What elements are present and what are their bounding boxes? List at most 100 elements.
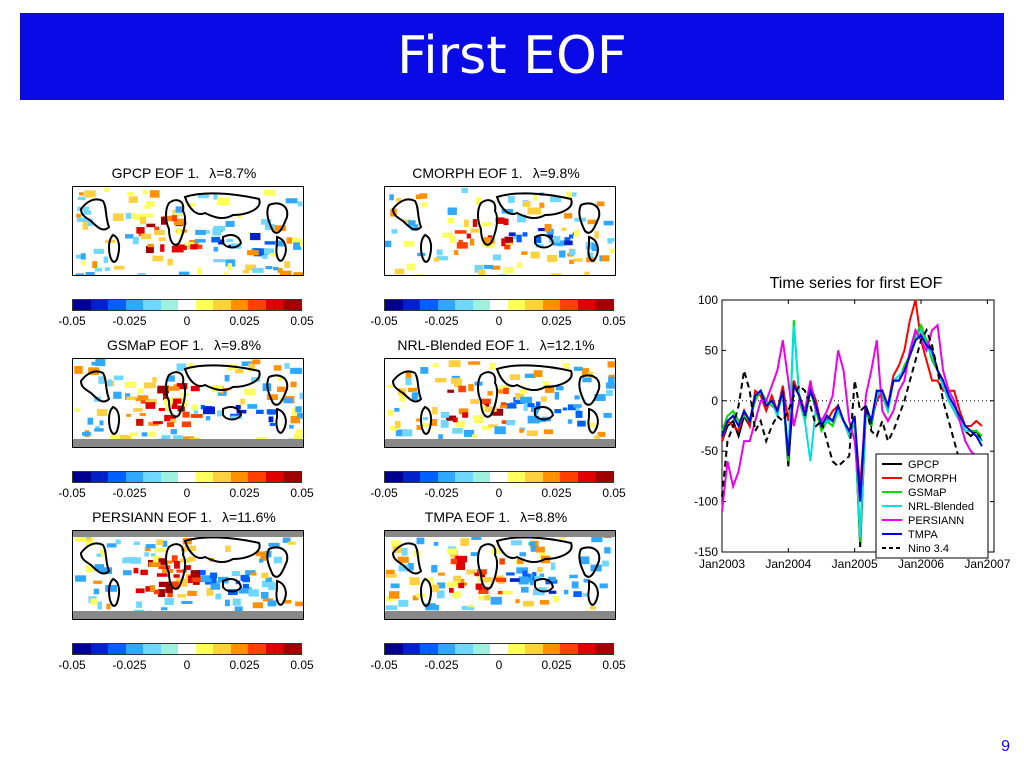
map-cell	[293, 433, 303, 441]
map-cell	[411, 392, 418, 401]
map-cell	[460, 538, 469, 546]
map-cell	[602, 560, 609, 567]
map-cell	[187, 590, 197, 597]
map-cell	[99, 549, 105, 558]
map-cell	[554, 391, 560, 400]
map-cell	[178, 271, 190, 275]
colorbar-swatch	[125, 472, 144, 482]
map-cell	[430, 419, 437, 426]
map-cell	[182, 436, 194, 442]
map-cell	[237, 213, 243, 219]
coastline	[222, 578, 243, 593]
map-cell	[265, 266, 273, 270]
map-cell	[453, 250, 459, 255]
map-cell	[213, 246, 219, 252]
map-cell	[553, 596, 559, 603]
map-cell	[591, 243, 598, 252]
map-cell	[269, 253, 279, 257]
map-cell	[83, 210, 92, 215]
map-cell	[582, 377, 592, 383]
map-cell	[235, 369, 244, 374]
map-cell	[527, 403, 535, 408]
coastline	[534, 406, 555, 421]
coastline	[419, 405, 433, 435]
colorbar-swatch	[230, 644, 249, 654]
map-cell	[521, 251, 528, 255]
map-cell	[245, 570, 256, 575]
map-cell	[481, 425, 492, 430]
map-cell	[154, 229, 165, 236]
map-cell	[436, 256, 449, 261]
map-cell	[567, 419, 573, 424]
map-cell	[472, 219, 478, 227]
coastline	[165, 543, 187, 590]
map-cell	[516, 234, 522, 243]
map-cell	[202, 230, 211, 234]
map-cell	[518, 576, 529, 585]
map-cell	[559, 250, 566, 258]
y-tick-label: -150	[694, 545, 718, 559]
map-cell	[469, 238, 475, 246]
map-cell	[474, 264, 484, 273]
map-cell	[538, 227, 545, 232]
map-cell	[232, 598, 241, 606]
coastline	[107, 577, 121, 607]
map-cell	[266, 394, 278, 400]
map-cell	[522, 232, 528, 237]
colorbar-tick-label: 0.05	[290, 314, 314, 328]
map-cell	[511, 540, 522, 546]
map-cell	[80, 253, 86, 260]
map-cell	[428, 577, 434, 585]
y-tick-label: 50	[705, 343, 719, 357]
panel-lambda: λ=12.1%	[539, 337, 595, 353]
map-cell	[139, 412, 146, 417]
colorbar-swatch	[455, 300, 473, 310]
map-cell	[432, 362, 439, 368]
map-cell	[420, 367, 429, 374]
map-cell	[142, 213, 154, 218]
map-cell	[593, 435, 601, 439]
map-cell	[99, 420, 104, 426]
map-cell	[273, 365, 282, 371]
map-cell	[584, 271, 590, 275]
map-cell	[389, 194, 394, 201]
map-cell	[573, 591, 582, 598]
map-cell	[386, 596, 394, 602]
colorbar-swatch	[143, 644, 161, 654]
map-cell	[152, 377, 157, 383]
map-cell	[190, 413, 203, 418]
map-cell	[517, 214, 527, 223]
panel-lambda: λ=9.8%	[213, 337, 262, 353]
map-cell	[218, 576, 229, 583]
map-cell	[128, 432, 138, 437]
colorbar-swatch	[595, 644, 613, 654]
map-cell	[156, 573, 168, 577]
map-cell	[573, 229, 580, 237]
map-svg	[73, 359, 303, 447]
eof-map	[72, 358, 304, 448]
map-cell	[470, 228, 480, 233]
eof-panel-gsmap: GSMaP EOF 1. λ=9.8% -0.05 -0.025 0 0.025 0.05	[58, 334, 384, 504]
map-cell	[95, 268, 102, 272]
map-cell	[77, 196, 86, 200]
colorbar-swatch	[560, 472, 578, 482]
map-cell	[77, 206, 89, 212]
map-cell	[453, 575, 461, 584]
map-cell	[264, 189, 276, 196]
eof-map	[384, 186, 616, 276]
map-cell	[82, 221, 89, 230]
colorbar-tick-label: 0	[495, 314, 503, 328]
map-cell	[409, 577, 420, 586]
map-cell	[126, 413, 131, 417]
map-cell	[450, 377, 461, 384]
map-cell	[532, 572, 537, 580]
map-cell	[268, 542, 280, 547]
map-cell	[407, 563, 414, 571]
map-cell	[234, 606, 243, 613]
colorbar-swatch	[420, 300, 438, 310]
map-cell	[394, 407, 400, 412]
coastline	[578, 202, 601, 234]
map-cell	[181, 421, 191, 428]
map-cell	[133, 408, 143, 412]
map-cell	[132, 236, 139, 245]
